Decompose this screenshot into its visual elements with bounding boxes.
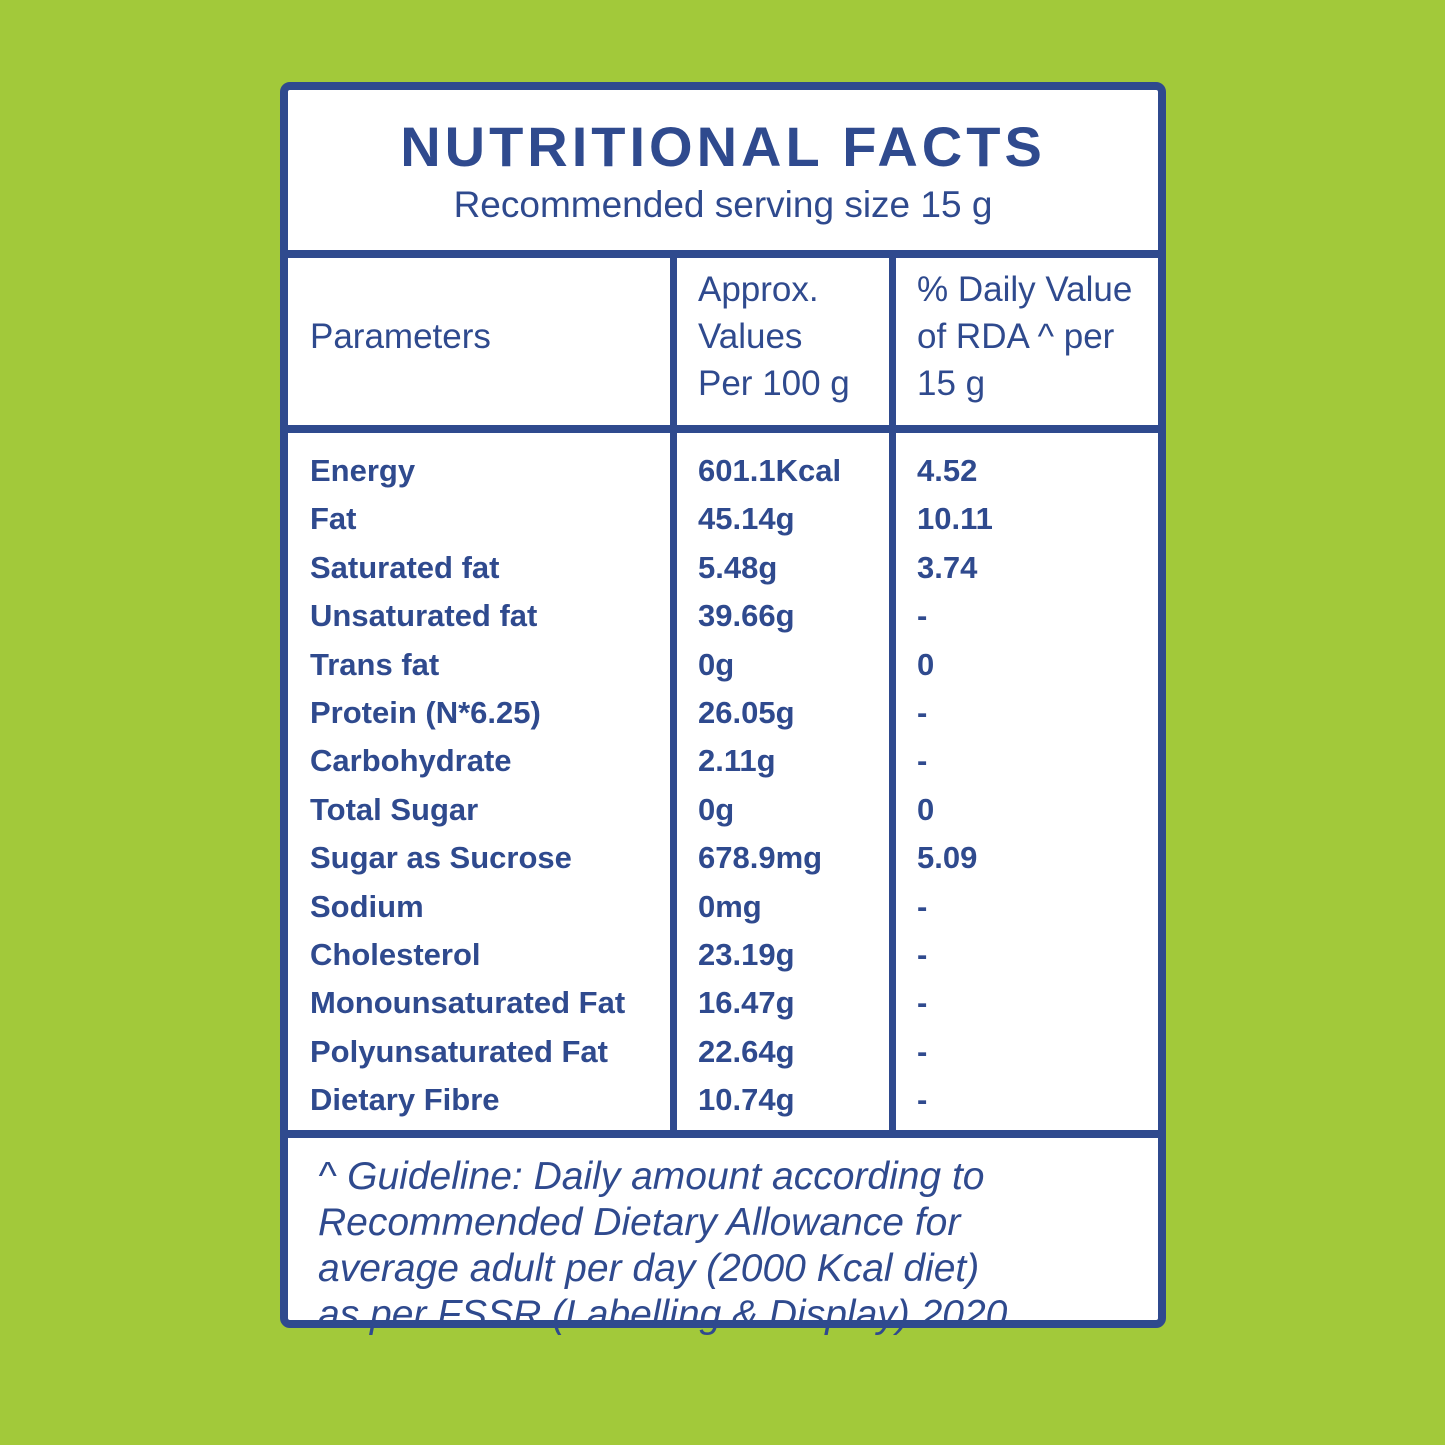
value: 0 [917, 791, 935, 827]
value: 5.09 [917, 840, 978, 876]
value: - [917, 1033, 928, 1069]
value: 23.19g [698, 937, 795, 972]
divider [889, 250, 896, 1138]
parameter: Sodium [310, 888, 424, 924]
value: 10.11 [917, 501, 993, 537]
parameter: Energy [310, 453, 416, 488]
parameter: Saturated fat [310, 549, 500, 585]
divider [288, 1130, 1158, 1138]
value: 45.14g [698, 501, 795, 537]
value: 0g [698, 646, 735, 682]
column-header: 15 g [917, 363, 986, 403]
footnote: Recommended Dietary Allowance for [318, 1201, 961, 1244]
parameter: Protein (N*6.25) [310, 695, 541, 730]
column-header: of RDA ^ per [917, 316, 1115, 356]
value: 0mg [698, 888, 762, 924]
value: - [917, 985, 928, 1021]
value: 39.66g [698, 598, 795, 634]
value: 678.9mg [698, 840, 823, 876]
footnote: average adult per day (2000 Kcal diet) [318, 1247, 980, 1290]
value: 2.11g [698, 743, 776, 779]
divider [288, 250, 1158, 258]
value: 16.47g [698, 985, 795, 1021]
value: - [917, 937, 928, 972]
parameter: Carbohydrate [310, 743, 512, 779]
parameter: Fat [310, 501, 357, 537]
parameter: Polyunsaturated Fat [310, 1033, 608, 1069]
value: - [917, 743, 928, 779]
footnote: as per FSSR (Labelling & Display) 2020. [318, 1293, 1019, 1336]
value: 0 [917, 646, 935, 682]
value: 0g [698, 791, 735, 827]
parameter: Trans fat [310, 646, 440, 682]
column-header: Parameters [310, 316, 491, 356]
nutrition-panel: NUTRITIONAL FACTS Recommended serving si… [280, 82, 1166, 1336]
parameter: Total Sugar [310, 791, 479, 827]
footnote: ^ Guideline: Daily amount according to [318, 1155, 985, 1198]
parameter: Monounsaturated Fat [310, 985, 626, 1021]
parameter: Dietary Fibre [310, 1082, 500, 1118]
value: 26.05g [698, 695, 795, 730]
column-header: Per 100 g [698, 363, 850, 403]
divider [670, 250, 677, 1138]
value: 22.64g [698, 1033, 795, 1069]
value: - [917, 1082, 928, 1118]
column-header: Values [698, 316, 803, 356]
parameter: Unsaturated fat [310, 598, 538, 634]
title: NUTRITIONAL FACTS [400, 115, 1046, 178]
value: 5.48g [698, 549, 778, 585]
subtitle: Recommended serving size 15 g [453, 184, 993, 225]
column-header: % Daily Value [917, 269, 1133, 309]
value: 4.52 [917, 453, 978, 488]
value: 3.74 [917, 549, 978, 585]
value: - [917, 695, 928, 730]
column-header: Approx. [698, 269, 819, 309]
value: - [917, 598, 928, 634]
parameter: Sugar as Sucrose [310, 840, 572, 876]
parameter: Cholesterol [310, 937, 481, 972]
value: - [917, 888, 928, 924]
divider [288, 425, 1158, 433]
value: 601.1Kcal [698, 453, 842, 488]
value: 10.74g [698, 1082, 795, 1118]
